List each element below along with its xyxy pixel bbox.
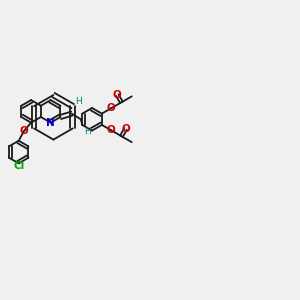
- Text: N: N: [46, 118, 55, 128]
- Text: O: O: [113, 90, 122, 100]
- Text: H: H: [75, 97, 82, 106]
- Text: O: O: [20, 126, 29, 136]
- Text: O: O: [107, 125, 116, 135]
- Text: O: O: [107, 103, 116, 113]
- Text: O: O: [121, 124, 130, 134]
- Text: H: H: [84, 127, 91, 136]
- Text: Cl: Cl: [13, 161, 24, 171]
